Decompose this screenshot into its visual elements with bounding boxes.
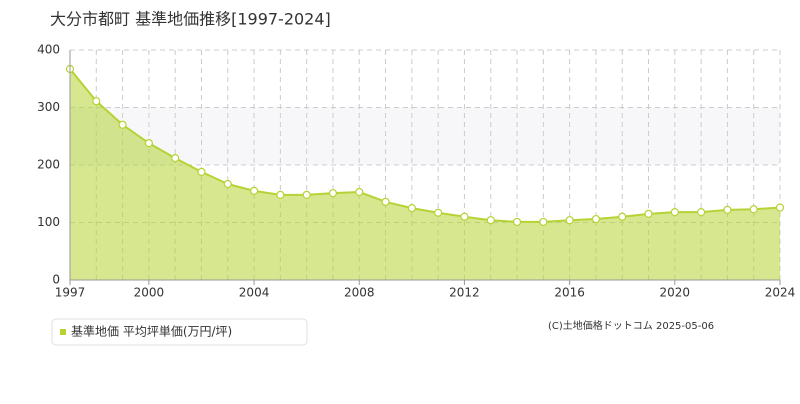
point (355, 187, 364, 197)
x-tick-label: 2020 (660, 286, 691, 300)
point (460, 212, 469, 221)
y-tick-label: 100 (37, 215, 60, 229)
annotation: (C)土地価格ドットコム 2025-05-06 (548, 319, 714, 332)
point (670, 208, 679, 217)
point (591, 214, 601, 224)
point (328, 189, 338, 198)
legend-label: 基準地価 平均坪単価(万円/坪) (71, 324, 232, 339)
point (118, 120, 127, 129)
point (723, 205, 732, 214)
point (486, 216, 495, 225)
chart-title: 大分市都町 基準地価推移[1997-2024] (50, 10, 331, 29)
point (197, 167, 206, 176)
point (434, 208, 443, 217)
y-tick-label: 300 (37, 100, 60, 114)
point (644, 209, 653, 218)
point (407, 204, 416, 213)
x-tick-label: 1997 (55, 286, 86, 300)
point (539, 217, 548, 227)
x-tick-label: 2004 (239, 286, 270, 300)
point (223, 179, 232, 189)
y-tick-label: 400 (37, 43, 60, 57)
point (749, 205, 758, 214)
point (697, 208, 706, 217)
point (302, 190, 311, 199)
x-tick-label: 2012 (449, 286, 480, 300)
point (249, 186, 259, 195)
area (70, 68, 780, 280)
y-tick-label: 200 (37, 158, 60, 172)
y-tick-label: 0 (52, 273, 60, 287)
point (381, 197, 390, 206)
x-tick-label: 2008 (344, 286, 375, 300)
x-tick-label: 2016 (554, 286, 585, 300)
legend-swatch (60, 329, 66, 335)
x-tick-label: 2024 (765, 286, 796, 300)
point (618, 212, 627, 221)
x-tick-label: 2000 (134, 286, 165, 300)
grid-band (70, 107, 780, 165)
point (565, 216, 574, 225)
line (69, 68, 781, 223)
point (775, 203, 785, 212)
point (92, 97, 101, 106)
legend-box (51, 318, 308, 346)
point (276, 190, 285, 199)
point (171, 154, 180, 163)
point (512, 217, 522, 227)
point (144, 139, 153, 148)
